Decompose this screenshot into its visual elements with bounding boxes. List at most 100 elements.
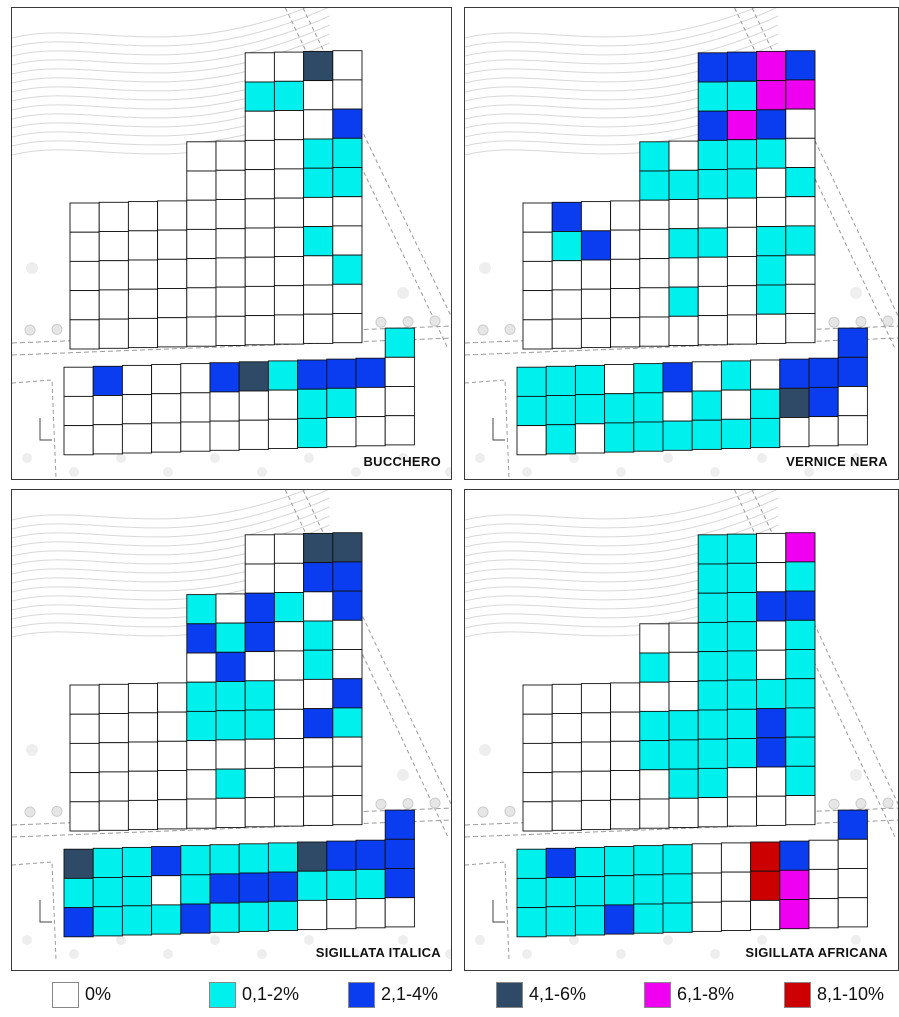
grid-cell-0pct (273, 708, 305, 739)
grid-cell-0pct (522, 684, 553, 715)
grid-cell-0pct (273, 226, 305, 257)
tree-symbol (851, 935, 861, 945)
grid-cell-0pct (668, 199, 699, 230)
tree-symbol (116, 453, 126, 463)
grid-cell-0pct (332, 649, 363, 680)
grid-cell-0pct (610, 711, 641, 742)
grid-cell-4-6pct (779, 387, 810, 418)
grid-cell-0pct (332, 283, 363, 314)
grid-cell-0pct (244, 169, 275, 200)
grid-cell-0-2pct (697, 621, 728, 653)
tree-symbol (504, 805, 516, 817)
building-outline (12, 379, 57, 479)
tree-symbol (479, 262, 491, 274)
grid-cell-0-2pct (92, 877, 123, 908)
grid-cell-0pct (697, 315, 728, 346)
grid-cell-0pct (127, 741, 159, 772)
grid-cell-0-2pct (726, 708, 758, 739)
grid-cell-2-4pct (785, 50, 816, 81)
tree-symbol (24, 324, 36, 336)
contour-line (12, 8, 329, 48)
grid-cell-0-2pct (756, 284, 787, 315)
upper-grid (69, 50, 363, 350)
grid-cell-0pct (244, 285, 275, 317)
grid-cell-0-2pct (384, 327, 415, 358)
grid-cell-0pct (668, 651, 699, 682)
tree-symbol (397, 287, 409, 299)
grid-cell-0pct (691, 361, 722, 392)
grid-cell-0-2pct (662, 873, 693, 904)
road-line (465, 819, 898, 838)
grid-cell-0pct (332, 79, 363, 110)
grid-cell-0pct (610, 317, 641, 348)
grid-cell-0pct (332, 795, 363, 826)
tree-symbol (257, 467, 267, 477)
tree-symbol (51, 805, 63, 817)
grid-cell-0-2pct (633, 874, 664, 905)
grid-cell-0pct (273, 621, 305, 652)
grid-cell-0-2pct (668, 768, 699, 799)
grid-cell-0pct (186, 199, 217, 230)
grid-cell-2-4pct (697, 52, 728, 83)
grid-cell-0pct (69, 202, 100, 233)
grid-cell-0-2pct (662, 902, 693, 933)
grid-cell-2-4pct (332, 590, 363, 621)
grid-cell-0pct (92, 424, 123, 455)
tree-symbol (351, 467, 361, 477)
grid-cell-0-2pct (332, 137, 363, 168)
grid-cell-0pct (726, 767, 758, 798)
tree-symbol (828, 316, 840, 328)
grid-cell-0pct (355, 898, 386, 929)
grid-cell-4-6pct (63, 848, 94, 879)
grid-cell-0pct (522, 742, 553, 774)
building-outline (12, 861, 57, 961)
grid-cell-0-2pct (633, 903, 664, 934)
grid-cell-0pct (726, 226, 758, 257)
grid-cell-0pct (69, 713, 100, 744)
grid-cell-0pct (326, 899, 357, 930)
grid-cell-0pct (639, 228, 670, 260)
tree-symbol (850, 287, 862, 299)
grid-cell-0pct (837, 386, 868, 417)
grid-cell-0pct (580, 770, 612, 801)
grid-cell-0-2pct (297, 417, 328, 449)
grid-cell-0pct (726, 256, 758, 287)
grid-cell-0pct (720, 900, 752, 931)
grid-cell-0pct (303, 795, 334, 826)
grid-cell-0pct (273, 650, 305, 681)
contour-line (465, 24, 779, 66)
grid-cell-4-6pct (238, 361, 269, 392)
contour-line (12, 497, 330, 539)
contour-line (465, 506, 779, 548)
grid-cell-0-2pct (516, 395, 547, 427)
grid-cell-0pct (726, 796, 758, 827)
grid-cell-0pct (639, 623, 670, 654)
grid-cell-0-2pct (785, 736, 816, 767)
grid-cell-0-2pct (726, 621, 758, 652)
legend-swatch (348, 982, 375, 1008)
grid-cell-0pct (580, 712, 612, 743)
tree-symbol (710, 467, 720, 477)
grid-cell-0pct (273, 679, 305, 710)
grid-cell-0pct (69, 742, 100, 774)
tree-symbol (402, 316, 414, 328)
tree-symbol (522, 949, 532, 959)
lower-grid (63, 327, 415, 456)
grid-cell-2-4pct (697, 110, 728, 141)
grid-cell-0-2pct (633, 392, 664, 423)
legend-swatch (496, 982, 523, 1008)
map-panel-bucchero: BUCCHERO (11, 7, 452, 480)
tree-symbol (475, 935, 485, 945)
grid-cell-0pct (215, 797, 246, 828)
north-arrow (492, 900, 505, 923)
grid-cell-0pct (668, 797, 699, 828)
grid-cell-2-4pct (332, 561, 363, 592)
grid-cell-0pct (98, 771, 129, 802)
grid-cell-0pct (98, 318, 129, 349)
grid-cell-0pct (186, 287, 217, 318)
grid-cell-0pct (209, 420, 240, 451)
grid-cell-0pct (384, 386, 415, 417)
grid-cell-2-4pct (332, 108, 363, 139)
grid-cell-0-2pct (726, 650, 758, 681)
grid-cell-6-8pct (756, 50, 787, 82)
